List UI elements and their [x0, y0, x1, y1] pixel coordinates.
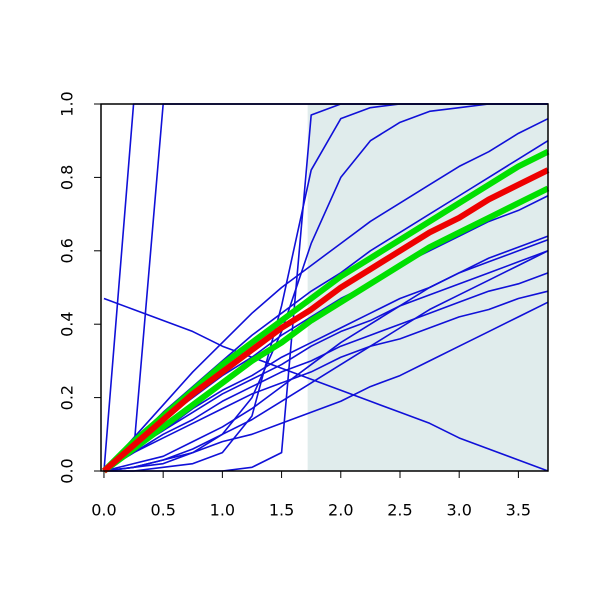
- x-tick-label: 3.0: [446, 501, 471, 520]
- series-line: [102, 185, 550, 474]
- x-tick-label: 2.0: [328, 501, 353, 520]
- x-tick-label: 2.5: [387, 501, 412, 520]
- series-line: [103, 117, 549, 472]
- x-tick-label: 0.0: [91, 501, 116, 520]
- y-tick-label: 0.2: [58, 385, 77, 410]
- series-line: [103, 235, 549, 472]
- y-tick-label: 0.0: [58, 458, 77, 483]
- series-line: [103, 297, 549, 472]
- y-tick-label: 0.6: [58, 238, 77, 263]
- y-tick-label: 0.8: [58, 165, 77, 190]
- series-line: [103, 301, 549, 472]
- series-line: [101, 167, 550, 474]
- x-tick-label: 1.5: [269, 501, 294, 520]
- x-tick-label: 3.5: [506, 501, 531, 520]
- x-tick-label: 1.0: [210, 501, 235, 520]
- series-line: [103, 290, 549, 472]
- series-line: [103, 250, 549, 472]
- x-tick-label: 0.5: [150, 501, 175, 520]
- y-tick-label: 1.0: [58, 91, 77, 116]
- y-tick-label: 0.4: [58, 311, 77, 336]
- series-line: [103, 103, 548, 472]
- series-line: [103, 250, 549, 472]
